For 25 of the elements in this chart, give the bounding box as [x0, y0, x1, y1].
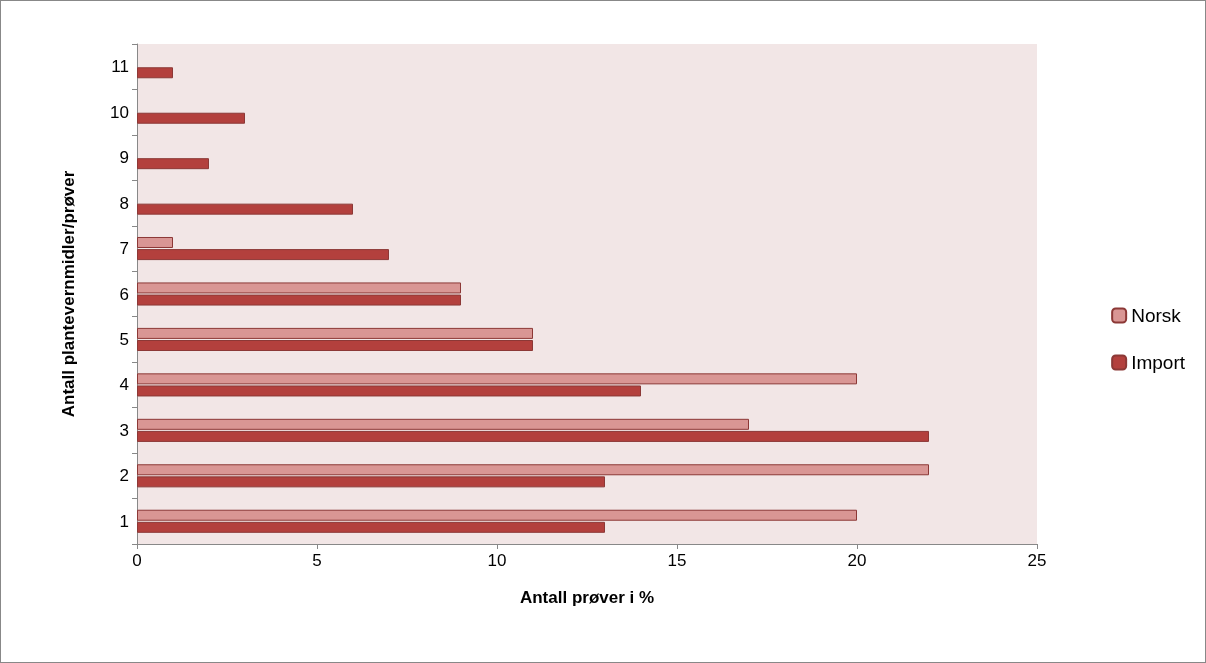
y-tick-label: 4: [119, 375, 129, 395]
y-tick-label: 2: [119, 466, 129, 486]
x-tick-label: 15: [667, 551, 687, 570]
y-tick-label: 6: [119, 284, 129, 304]
y-tick-label: 3: [119, 420, 129, 440]
x-tick-label: 10: [487, 551, 507, 570]
y-axis-title: Antall plantevernmidler/prøver: [59, 170, 78, 418]
y-tick-label: 8: [119, 193, 129, 213]
bar: [137, 112, 245, 124]
y-tick-label: 7: [119, 239, 129, 259]
bar: [137, 158, 209, 170]
bar: [137, 203, 353, 215]
bar: [137, 67, 173, 79]
y-tick-label: 11: [111, 57, 129, 77]
x-tick-label: 5: [312, 551, 322, 570]
y-tick-label: 5: [119, 329, 129, 349]
y-tick-label: 1: [119, 511, 129, 531]
x-axis-title: Antall prøver i %: [519, 588, 655, 607]
legend-label: Norsk: [1131, 305, 1182, 326]
x-tick-label: 20: [847, 551, 867, 570]
y-tick-label: 9: [119, 148, 129, 168]
legend-label: Import: [1131, 352, 1186, 373]
y-tick-label: 10: [110, 102, 129, 122]
x-tick-label: 0: [132, 551, 142, 570]
x-tick-label: 25: [1027, 551, 1047, 570]
